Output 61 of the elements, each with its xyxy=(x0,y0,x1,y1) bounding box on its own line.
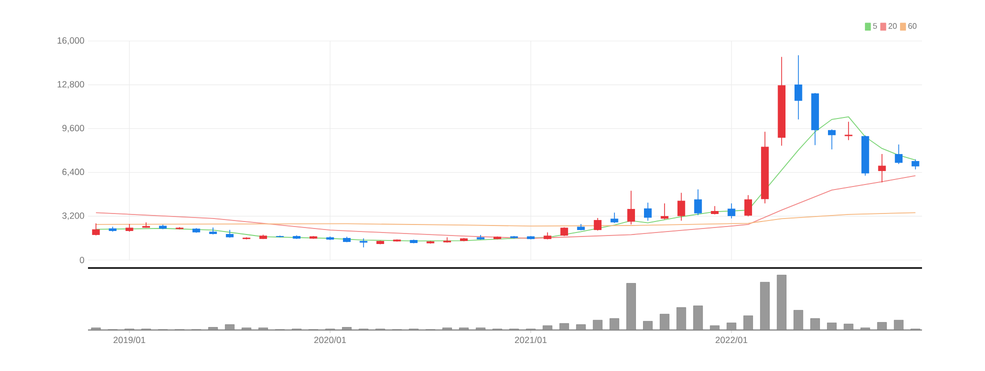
y-tick-label: 16,000 xyxy=(58,37,84,45)
bar xyxy=(827,322,837,330)
bar xyxy=(208,327,218,330)
candlestick xyxy=(878,154,886,183)
y-tick-label: 0 xyxy=(80,256,84,264)
candlestick xyxy=(627,190,635,225)
bar xyxy=(693,306,703,330)
bar xyxy=(242,328,252,330)
candlestick xyxy=(360,238,368,248)
candlestick xyxy=(728,202,736,219)
line-series xyxy=(96,212,916,227)
bar xyxy=(442,328,452,330)
bar xyxy=(559,323,569,330)
bar xyxy=(776,274,786,330)
candlestick xyxy=(894,144,903,164)
bar xyxy=(91,328,101,330)
legend-label: 20 xyxy=(888,23,897,29)
bar xyxy=(643,321,653,330)
candlestick xyxy=(912,158,920,170)
bar xyxy=(676,307,686,330)
candlestick xyxy=(610,212,618,224)
candlestick xyxy=(660,202,668,220)
candlestick xyxy=(794,54,802,120)
candlestick xyxy=(828,129,836,150)
bar xyxy=(459,328,469,330)
bar xyxy=(626,283,636,330)
bar xyxy=(760,282,770,330)
x-tick-label: 2021/01 xyxy=(514,336,547,344)
bar xyxy=(894,320,904,330)
bar xyxy=(342,327,352,330)
y-tick-label: 9,600 xyxy=(62,124,84,132)
y-tick-label: 6,400 xyxy=(62,168,84,176)
bar xyxy=(224,324,234,330)
bar xyxy=(794,310,804,330)
legend-label: 60 xyxy=(908,23,917,29)
bar xyxy=(592,320,602,330)
bar xyxy=(844,324,854,330)
y-tick-label: 3,200 xyxy=(62,212,84,220)
bar xyxy=(258,328,268,330)
bar xyxy=(660,314,670,330)
bar xyxy=(810,318,820,330)
bar xyxy=(710,325,720,330)
x-tick-label: 2022/01 xyxy=(716,336,748,344)
bar xyxy=(743,316,753,330)
candlestick xyxy=(92,222,100,236)
bar xyxy=(576,324,586,330)
bar xyxy=(476,328,486,330)
candlestick xyxy=(644,202,652,222)
bar xyxy=(610,318,620,330)
candlestick xyxy=(677,192,686,222)
bar xyxy=(542,325,552,330)
bar xyxy=(860,328,870,330)
line-series xyxy=(96,175,916,239)
candlestick xyxy=(594,218,602,231)
y-tick-label: 12,800 xyxy=(58,81,84,89)
bar xyxy=(877,322,887,330)
candlestick xyxy=(694,188,702,216)
x-tick-label: 2020/01 xyxy=(314,336,346,344)
legend-label: 5 xyxy=(873,23,877,29)
candlestick xyxy=(744,194,752,217)
x-tick-label: 2019/01 xyxy=(114,336,146,344)
